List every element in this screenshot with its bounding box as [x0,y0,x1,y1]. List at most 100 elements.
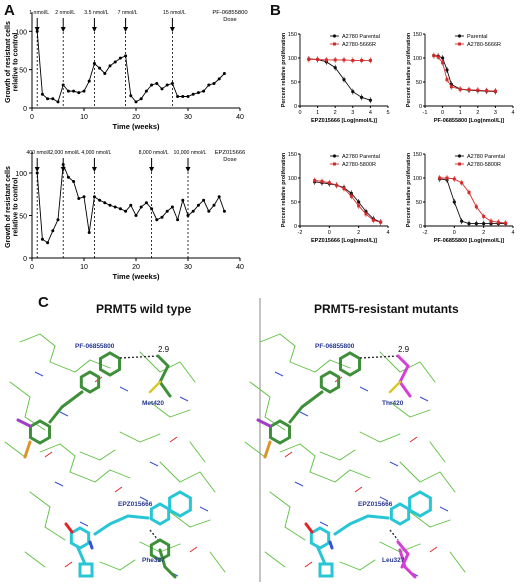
ligand-label: PF-06855800 [75,343,115,350]
series-line [314,179,381,223]
data-point [202,89,206,93]
data-point [364,212,368,216]
data-point [202,198,206,202]
bond [339,561,361,571]
data-point [452,200,456,204]
data-point [181,198,185,202]
data-point [191,209,195,213]
oxygen-bond [354,486,363,493]
bond [263,440,272,459]
data-point [72,89,76,93]
oxygen-bond [429,546,438,553]
data-point [368,98,372,102]
data-point [46,241,50,245]
dose-arrow-head [169,27,175,32]
wild-type-title: PRMT5 wild type [96,302,192,316]
x-tick-label: 0 [328,230,331,236]
ligand-ring-small [78,562,94,578]
y-tick-label: 50 [19,214,27,221]
interaction-dashed [389,529,399,541]
data-point [160,87,164,91]
dose-arrow-head [185,167,191,172]
data-point [342,58,346,62]
mutant-title: PRMT5-resistant mutants [314,302,459,316]
nitrogen-bond [79,521,89,527]
y-tick-label: 150 [288,152,297,158]
series-line [433,55,496,93]
dose-arrow-head [91,167,97,172]
dose-title: EPZ015666 [215,150,246,156]
x-tick-label: 40 [236,114,244,121]
legend-swatch [457,34,462,38]
legend-swatch [458,162,461,166]
dose-arrow-head [149,167,155,172]
bond [284,506,291,528]
bond [119,431,141,443]
y-tick-label: 0 [294,224,297,230]
hbond-dashed [359,355,399,359]
distance-label: 2.9 [158,345,170,354]
bond [244,441,266,458]
bond [379,541,401,553]
nitrogen-bond [179,396,189,402]
bond [333,522,352,536]
bond [419,471,441,483]
series-line [36,31,225,103]
data-point [124,209,128,213]
data-point [379,220,383,224]
x-tick-label: 5 [386,110,389,116]
series-line [439,178,506,225]
ligand-label: EPZ015666 [358,501,393,508]
nitrogen-bond [439,506,449,512]
data-point [452,177,456,181]
legend-swatch [333,42,336,46]
nitrogen-bond [149,461,159,467]
x-tick-label: -2 [298,230,303,236]
bond [264,396,271,418]
x-tick-label: 0 [30,264,34,271]
bond [109,469,131,479]
legend-swatch [332,34,337,38]
data-point [181,95,185,98]
dose-label: 2,000 nmol/L [50,150,80,156]
data-point [445,176,449,180]
series-line [439,177,506,224]
bond [44,506,51,528]
y-tick-label: 50 [291,200,297,206]
bond [328,540,334,550]
bond [348,514,370,526]
bond [289,345,296,363]
panel-label-c: C [38,294,49,311]
residue-label: Phe327 [142,557,165,564]
oxygen-bond [284,451,293,458]
nitrogen-bond [139,496,149,502]
x-tick-label: 2 [357,230,360,236]
bond [60,390,84,409]
data-point [108,203,112,207]
bond [299,443,316,457]
interaction-dashed [149,529,159,541]
nitrogen-bond [379,496,389,502]
bond [396,540,410,556]
nitrogen-bond [119,386,129,392]
ligand-label: EPZ015666 [118,501,153,508]
data-point [160,215,164,219]
series-line [433,55,496,92]
bond [379,351,401,373]
bond [359,431,381,443]
y-tick-label: 100 [15,29,27,36]
oxygen-bond [189,546,198,553]
data-point [436,55,440,59]
residue-label: Thr420 [382,400,404,407]
data-point [441,56,445,60]
bond [309,471,336,483]
data-point [155,81,159,85]
x-tick-label: 3 [351,110,354,116]
bond [403,565,417,579]
dose-title-word: Dose [223,157,237,163]
data-point [368,58,372,62]
data-point [327,181,331,185]
ligand-ring [268,419,292,445]
data-point [134,100,138,104]
